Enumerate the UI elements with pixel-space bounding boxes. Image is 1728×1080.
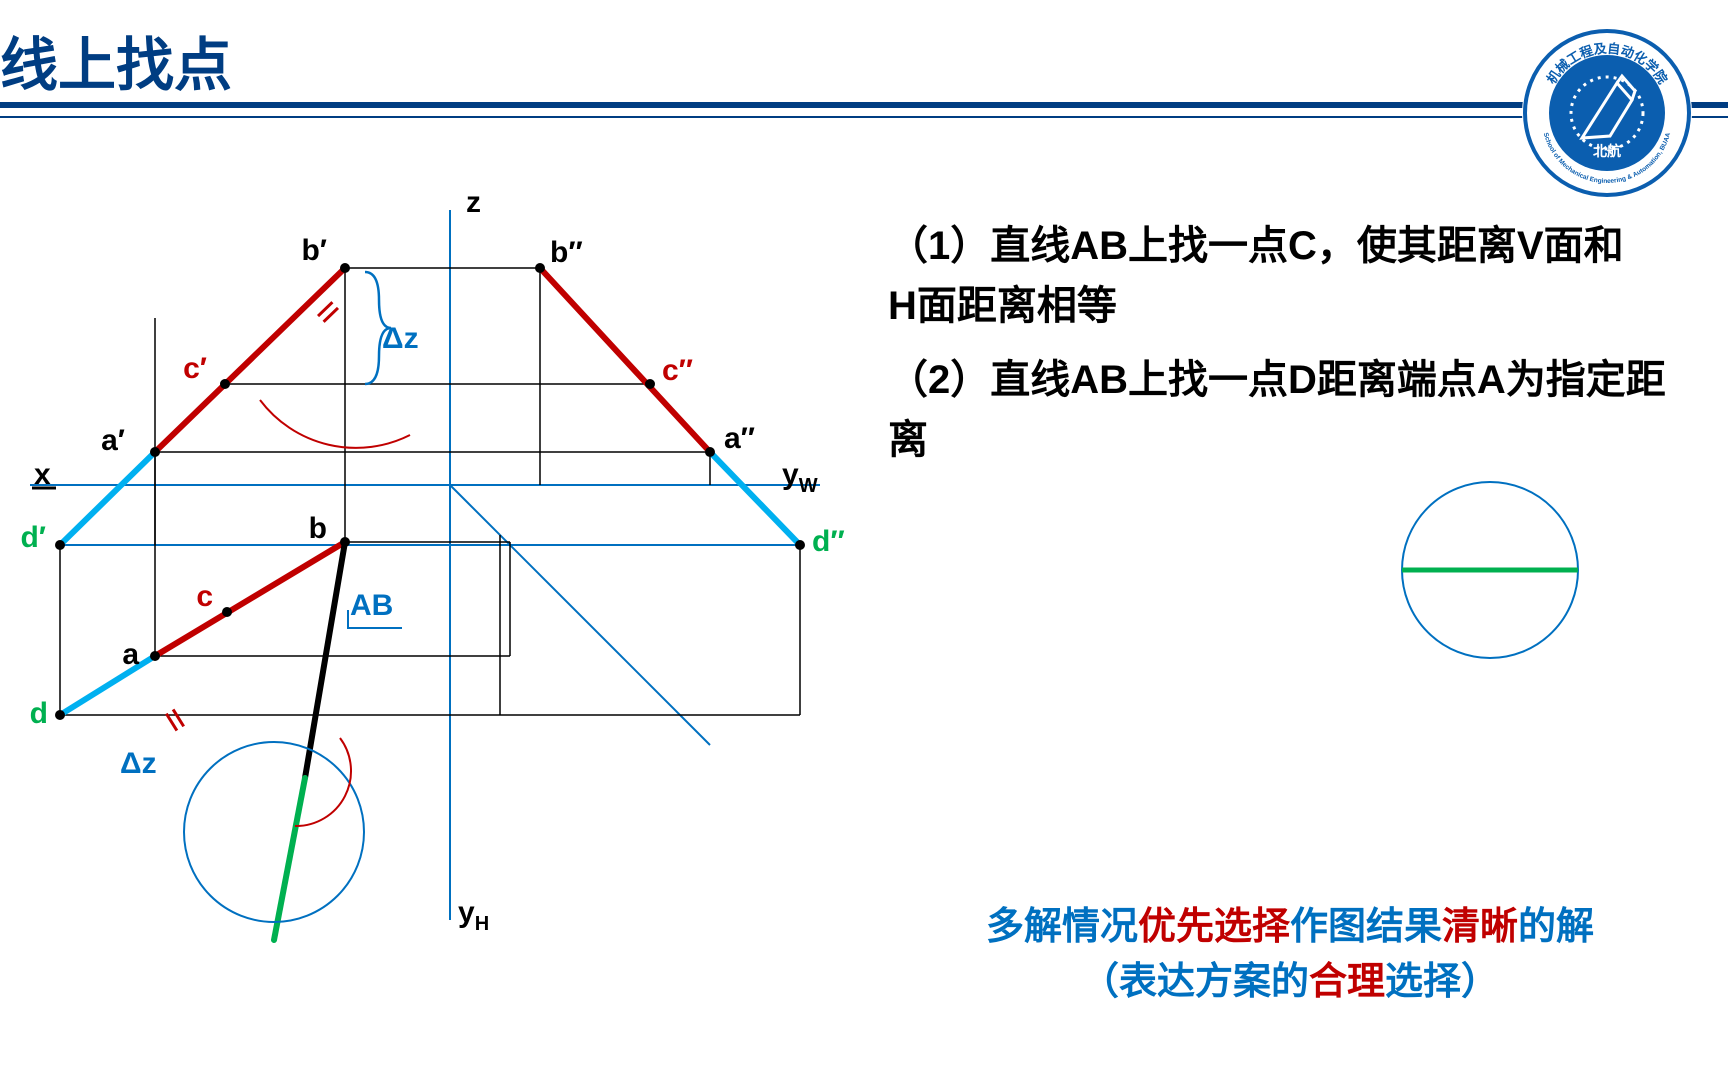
footer-seg2: 优先选择: [1138, 906, 1290, 948]
footer-seg7: 合理: [1309, 961, 1385, 1003]
footer-seg1: 多解情况: [986, 906, 1138, 948]
question-1: （1）直线AB上找一点C，使其距离V面和H面距离相等: [888, 216, 1648, 336]
svg-text:b: b: [309, 512, 327, 545]
logo-center-label: 北航: [1593, 143, 1621, 159]
footer-seg4: 清晰: [1442, 906, 1518, 948]
footer-seg5: 的解: [1518, 906, 1594, 948]
svg-text:c: c: [196, 580, 213, 613]
footer-note: 多解情况优先选择作图结果清晰的解 （表达方案的合理选择）: [880, 900, 1700, 1010]
footer-seg6: （表达方案的: [1081, 961, 1309, 1003]
svg-text:b′: b′: [301, 234, 327, 267]
svg-text:a′: a′: [101, 424, 125, 457]
svg-text:z: z: [466, 186, 481, 219]
university-logo: 机械工程及自动化学院 School of Mechanical Engineer…: [1522, 28, 1692, 198]
slide-title: 线上找点: [0, 18, 232, 102]
footer-seg8: 选择）: [1385, 961, 1499, 1003]
svg-text:a″: a″: [724, 422, 755, 455]
svg-text:c″: c″: [662, 354, 693, 387]
footer-seg3: 作图结果: [1290, 906, 1442, 948]
svg-text:c′: c′: [183, 352, 207, 385]
svg-text:d″: d″: [812, 525, 845, 558]
question-2: （2）直线AB上找一点D距离端点A为指定距离: [888, 350, 1668, 470]
svg-text:Δz: Δz: [382, 322, 419, 355]
svg-text:b″: b″: [550, 236, 583, 269]
header-rule-thick: [0, 102, 1728, 108]
svg-text:a: a: [122, 638, 139, 671]
small-circle-figure: [1390, 470, 1590, 670]
svg-text:yW: yW: [782, 458, 818, 497]
svg-text:d: d: [30, 697, 48, 730]
svg-text:yH: yH: [458, 896, 489, 935]
svg-text:Δz: Δz: [120, 747, 157, 780]
svg-text:d′: d′: [20, 521, 46, 554]
header-rule-thin: [0, 116, 1728, 118]
projection-diagram: z x yW yH a′ b′ c′ d′ a″ b″ c″ d″ a b c d Δz Δz AB: [10, 140, 860, 1040]
svg-text:x: x: [34, 458, 51, 491]
svg-text:AB: AB: [350, 589, 393, 622]
